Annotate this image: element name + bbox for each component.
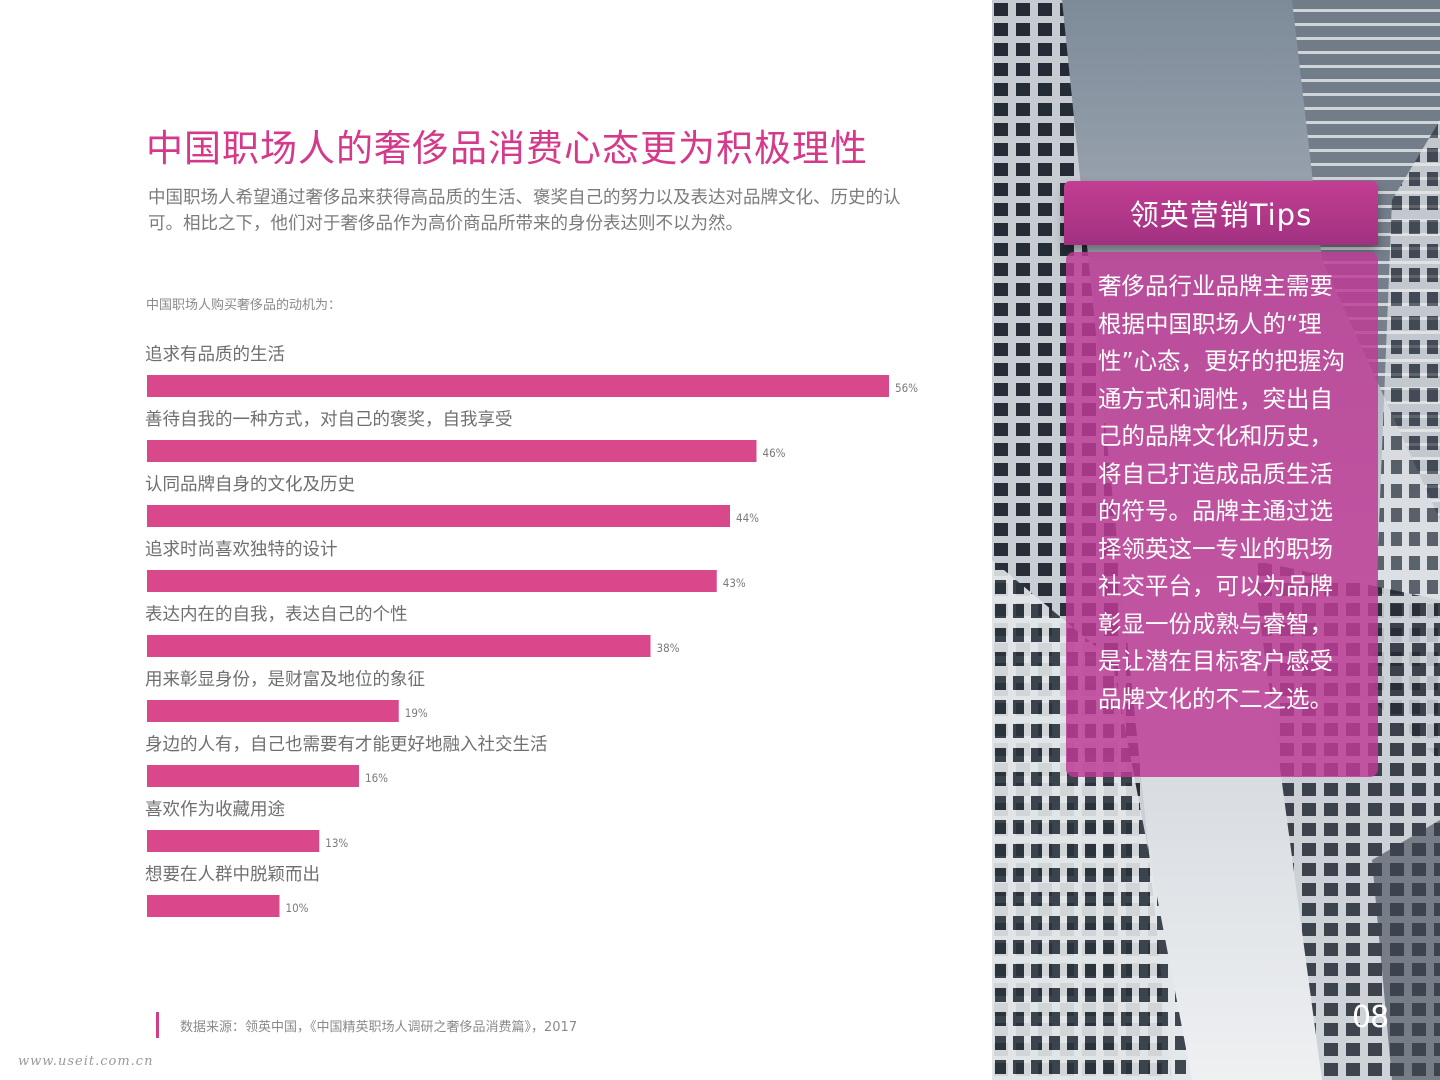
category-label: 身边的人有，自己也需要有才能更好地融入社交生活 bbox=[145, 735, 548, 755]
bar bbox=[147, 700, 399, 722]
bar bbox=[147, 505, 730, 527]
source-accent-bar bbox=[156, 1012, 159, 1038]
value-label: 13% bbox=[325, 836, 348, 850]
category-label: 追求有品质的生活 bbox=[145, 345, 285, 365]
value-label: 43% bbox=[723, 576, 746, 590]
value-label: 16% bbox=[365, 771, 388, 785]
bar bbox=[147, 440, 757, 462]
value-label: 10% bbox=[286, 901, 309, 915]
tips-header-title: 领英营销Tips bbox=[1129, 198, 1313, 232]
value-label: 46% bbox=[763, 446, 786, 460]
bar bbox=[147, 570, 717, 592]
tips-body-text: 奢侈品行业品牌主需要根据中国职场人的“理性”心态，更好的把握沟通方式和调性，突出… bbox=[1098, 272, 1346, 713]
category-label: 善待自我的一种方式，对自己的褒奖，自我享受 bbox=[145, 410, 513, 430]
category-label: 喜欢作为收藏用途 bbox=[145, 800, 285, 820]
page-title: 中国职场人的奢侈品消费心态更为积极理性 bbox=[146, 127, 868, 170]
value-label: 44% bbox=[736, 511, 759, 525]
bar bbox=[147, 765, 359, 787]
data-source: 数据来源：领英中国，《中国精英职场人调研之奢侈品消费篇》，2017 bbox=[180, 1020, 578, 1035]
category-label: 想要在人群中脱颖而出 bbox=[145, 865, 320, 885]
tips-panel: 奢侈品行业品牌主需要根据中国职场人的“理性”心态，更好的把握沟通方式和调性，突出… bbox=[1066, 252, 1378, 777]
value-label: 38% bbox=[657, 641, 680, 655]
category-label: 用来彰显身份，是财富及地位的象征 bbox=[145, 670, 425, 690]
value-label: 56% bbox=[895, 381, 918, 395]
category-label: 认同品牌自身的文化及历史 bbox=[145, 475, 355, 495]
tips-header: 领英营销Tips bbox=[1064, 181, 1378, 245]
page-subtitle: 中国职场人希望通过奢侈品来获得高品质的生活、褒奖自己的努力以及表达对品牌文化、历… bbox=[148, 188, 901, 234]
bar bbox=[147, 895, 280, 917]
chart-caption: 中国职场人购买奢侈品的动机为： bbox=[146, 298, 342, 313]
category-label: 表达内在的自我，表达自己的个性 bbox=[145, 605, 408, 625]
motivation-bar-chart: 追求有品质的生活 56% 善待自我的一种方式，对自己的褒奖，自我享受 46% 认同品牌自… bbox=[145, 345, 918, 917]
category-label: 追求时尚喜欢独特的设计 bbox=[145, 540, 338, 560]
bar bbox=[147, 375, 889, 397]
page-number: 08 bbox=[1352, 1000, 1389, 1035]
watermark: www.useit.com.cn bbox=[18, 1054, 154, 1069]
bar bbox=[147, 830, 320, 852]
bar bbox=[147, 635, 651, 657]
value-label: 19% bbox=[405, 706, 428, 720]
report-page: 中国职场人的奢侈品消费心态更为积极理性 中国职场人希望通过奢侈品来获得高品质的生… bbox=[18, 127, 919, 1069]
